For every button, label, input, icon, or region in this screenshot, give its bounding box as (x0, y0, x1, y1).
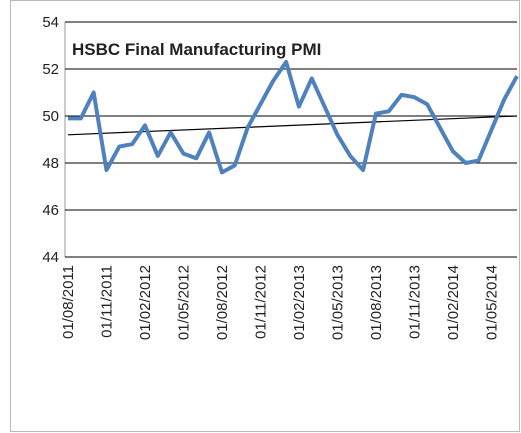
x-tick-label: 01/05/2013 (329, 265, 346, 340)
y-tick-label: 46 (42, 202, 59, 219)
x-tick-label: 01/05/2014 (483, 265, 500, 340)
chart-frame (10, 0, 520, 432)
x-tick-label: 01/08/2011 (60, 265, 77, 339)
y-tick-label: 52 (42, 61, 59, 78)
y-tick-label: 50 (42, 108, 59, 125)
trend-line (67, 115, 518, 136)
x-tick-label: 01/05/2012 (175, 265, 192, 340)
x-tick-label: 01/08/2013 (368, 265, 385, 340)
x-tick-label: 01/08/2012 (214, 265, 231, 340)
y-tick-label: 54 (42, 14, 59, 31)
data-line (68, 59, 519, 175)
y-tick-label: 48 (42, 155, 59, 172)
x-tick-label: 01/11/2011 (98, 265, 115, 338)
x-tick-label: 01/02/2013 (291, 265, 308, 340)
x-tick-label: 01/02/2012 (137, 265, 154, 340)
x-tick-label: 01/11/2012 (252, 265, 269, 339)
x-tick-label: 01/02/2014 (445, 265, 462, 340)
chart-title: HSBC Final Manufacturing PMI (72, 40, 321, 59)
x-tick-label: 01/11/2013 (406, 265, 423, 339)
y-tick-label: 44 (42, 249, 59, 266)
